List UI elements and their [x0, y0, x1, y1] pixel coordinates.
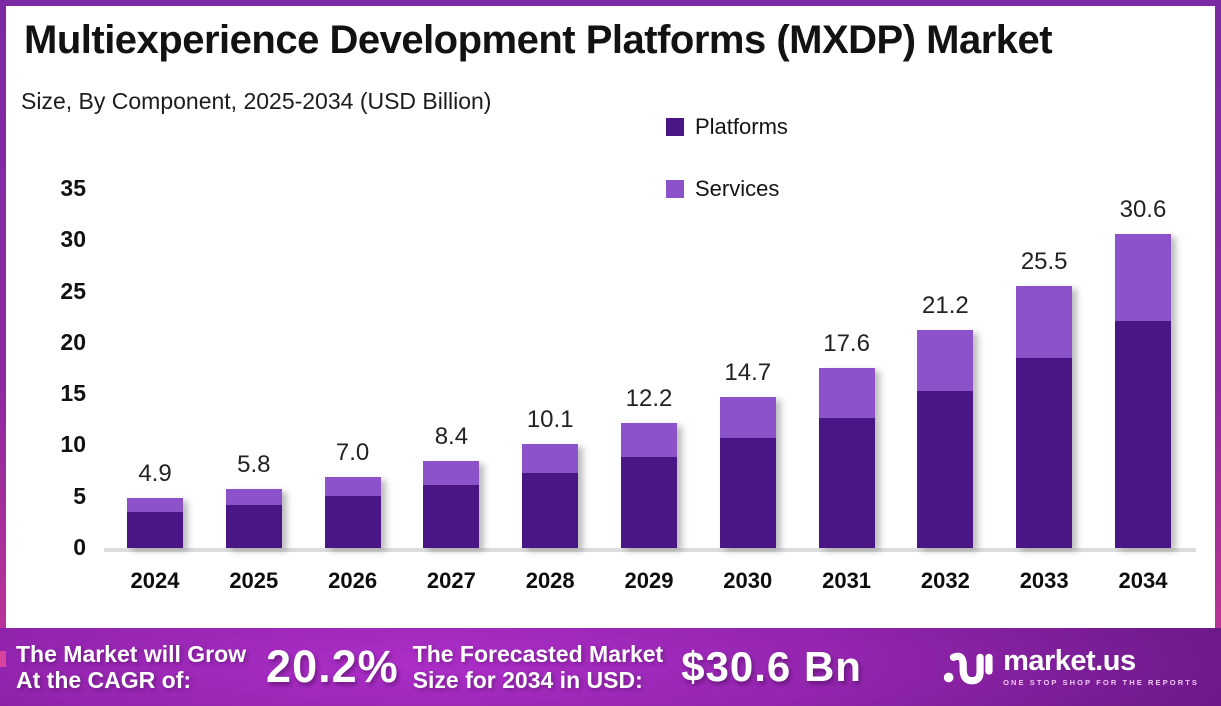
logo-wordmark: market.us: [1003, 644, 1136, 677]
bar-group-2029: 12.2: [620, 385, 677, 548]
banner-accent-mark: [0, 651, 6, 667]
chart-subtitle: Size, By Component, 2025-2034 (USD Billi…: [21, 88, 492, 114]
bar-total-label: 7.0: [335, 439, 370, 466]
bar-platforms-segment: [719, 438, 776, 548]
bar-platforms-segment: [522, 473, 579, 548]
bar-total-label: 30.6: [1119, 196, 1167, 223]
bar-stack: [620, 423, 677, 548]
bar-stack: [423, 461, 480, 548]
logo-tagline: ONE STOP SHOP FOR THE REPORTS: [1003, 677, 1199, 687]
bar-group-2026: 7.0: [324, 439, 381, 548]
x-axis-label: 2033: [1019, 568, 1069, 593]
x-axis-label: 2031: [822, 568, 872, 593]
x-axis-label: 2027: [426, 568, 476, 593]
legend-item-platforms: Platforms: [666, 114, 788, 140]
x-axis-label: 2028: [525, 568, 575, 593]
bar-group-2030: 14.7: [719, 359, 776, 548]
bar-stack: [1114, 234, 1171, 548]
footer-banner: The Market will Grow At the CAGR of: 20.…: [0, 628, 1221, 706]
page-title: Multiexperience Development Platforms (M…: [24, 18, 1053, 62]
x-axis-label: 2032: [920, 568, 970, 593]
bar-services-segment: [1016, 286, 1073, 358]
bar-platforms-segment: [818, 418, 875, 548]
marketus-logo-icon: [943, 652, 993, 685]
bar-stack: [324, 477, 381, 548]
bar-services-segment: [522, 444, 579, 473]
bar-group-2024: 4.9: [127, 460, 183, 548]
bar-group-2033: 25.5: [1016, 248, 1073, 548]
y-axis: 0 5 10 15 20 25 30 35: [26, 6, 86, 606]
bar-services-segment: [719, 397, 776, 438]
platforms-swatch-icon: [666, 118, 684, 136]
y-axis-tick-label: 5: [73, 482, 86, 509]
bar-group-2032: 21.2: [917, 292, 974, 548]
x-axis-label: 2029: [624, 568, 674, 593]
x-axis-labels: 2024 2025 2026 2027 2028 2029 2030 2031 2032 2033…: [127, 568, 1171, 594]
x-axis-label: 2026: [328, 568, 378, 593]
bar-platforms-segment: [1114, 321, 1171, 548]
bar-group-2025: 5.8: [225, 451, 282, 548]
bar-total-label: 4.9: [138, 460, 172, 487]
bar-services-segment: [225, 489, 282, 505]
services-swatch-icon: [666, 180, 684, 198]
bar-total-label: 5.8: [237, 451, 271, 478]
x-axis-line: [104, 548, 1196, 552]
legend-label: Platforms: [695, 114, 788, 139]
bar-group-2027: 8.4: [423, 423, 480, 548]
bar-stack: [127, 498, 183, 548]
y-axis-tick-label: 20: [60, 328, 86, 355]
bar-series-area: 4.9 5.8 7.0 8.4 10.1 12.2 14.7 17.6 21.2 25.5 30.6: [127, 166, 1171, 548]
bar-services-segment: [127, 498, 183, 512]
bar-services-segment: [423, 461, 480, 485]
bar-services-segment: [620, 423, 677, 457]
forecast-label: The Forecasted Market Size for 2034 in U…: [412, 641, 664, 693]
chart-canvas: Multiexperience Development Platforms (M…: [6, 6, 1215, 700]
y-axis-tick-label: 10: [60, 431, 86, 458]
bar-stack: [917, 330, 974, 548]
bar-total-label: 10.1: [526, 406, 574, 433]
bar-platforms-segment: [1016, 358, 1073, 548]
bar-group-2034: 30.6: [1114, 196, 1171, 548]
bar-stack: [818, 368, 875, 548]
x-axis-label: 2024: [130, 568, 180, 593]
bar-total-label: 21.2: [922, 292, 969, 319]
bar-platforms-segment: [324, 496, 381, 548]
bar-total-label: 25.5: [1020, 248, 1068, 275]
bar-services-segment: [818, 368, 875, 418]
y-axis-tick-label: 0: [73, 534, 86, 560]
legend-item-services: Services: [666, 176, 788, 202]
bar-total-label: 8.4: [434, 423, 469, 450]
bar-platforms-segment: [423, 485, 480, 548]
y-axis-tick-label: 35: [60, 175, 86, 201]
chart-legend: Platforms Services: [666, 114, 788, 202]
bar-stack: [719, 397, 776, 548]
bar-group-2028: 10.1: [522, 406, 579, 548]
bar-services-segment: [324, 477, 381, 496]
y-axis-tick-label: 15: [60, 380, 86, 407]
x-axis-label: 2030: [723, 568, 773, 593]
bar-total-label: 12.2: [625, 385, 673, 412]
bar-services-segment: [917, 330, 974, 391]
bar-stack: [522, 444, 579, 548]
bar-group-2031: 17.6: [818, 330, 875, 548]
y-axis-tick-label: 30: [60, 226, 86, 253]
cagr-label: The Market will Grow At the CAGR of:: [16, 641, 247, 693]
x-axis-label: 2025: [229, 568, 279, 593]
bar-total-label: 14.7: [724, 359, 772, 386]
bar-platforms-segment: [917, 391, 974, 548]
bar-platforms-segment: [620, 457, 677, 548]
marketus-logo: market.us ONE STOP SHOP FOR THE REPORTS: [943, 645, 1199, 689]
bar-platforms-segment: [127, 512, 183, 548]
cagr-value: 20.2%: [266, 641, 399, 692]
forecast-value: $30.6 Bn: [681, 643, 862, 690]
bar-services-segment: [1114, 234, 1171, 321]
bar-stack: [1016, 286, 1073, 548]
x-axis-label: 2034: [1118, 568, 1168, 593]
bar-total-label: 17.6: [823, 330, 870, 357]
bar-stack: [225, 489, 282, 548]
y-axis-tick-label: 25: [60, 277, 86, 304]
bar-platforms-segment: [225, 505, 282, 548]
legend-label: Services: [695, 176, 780, 201]
